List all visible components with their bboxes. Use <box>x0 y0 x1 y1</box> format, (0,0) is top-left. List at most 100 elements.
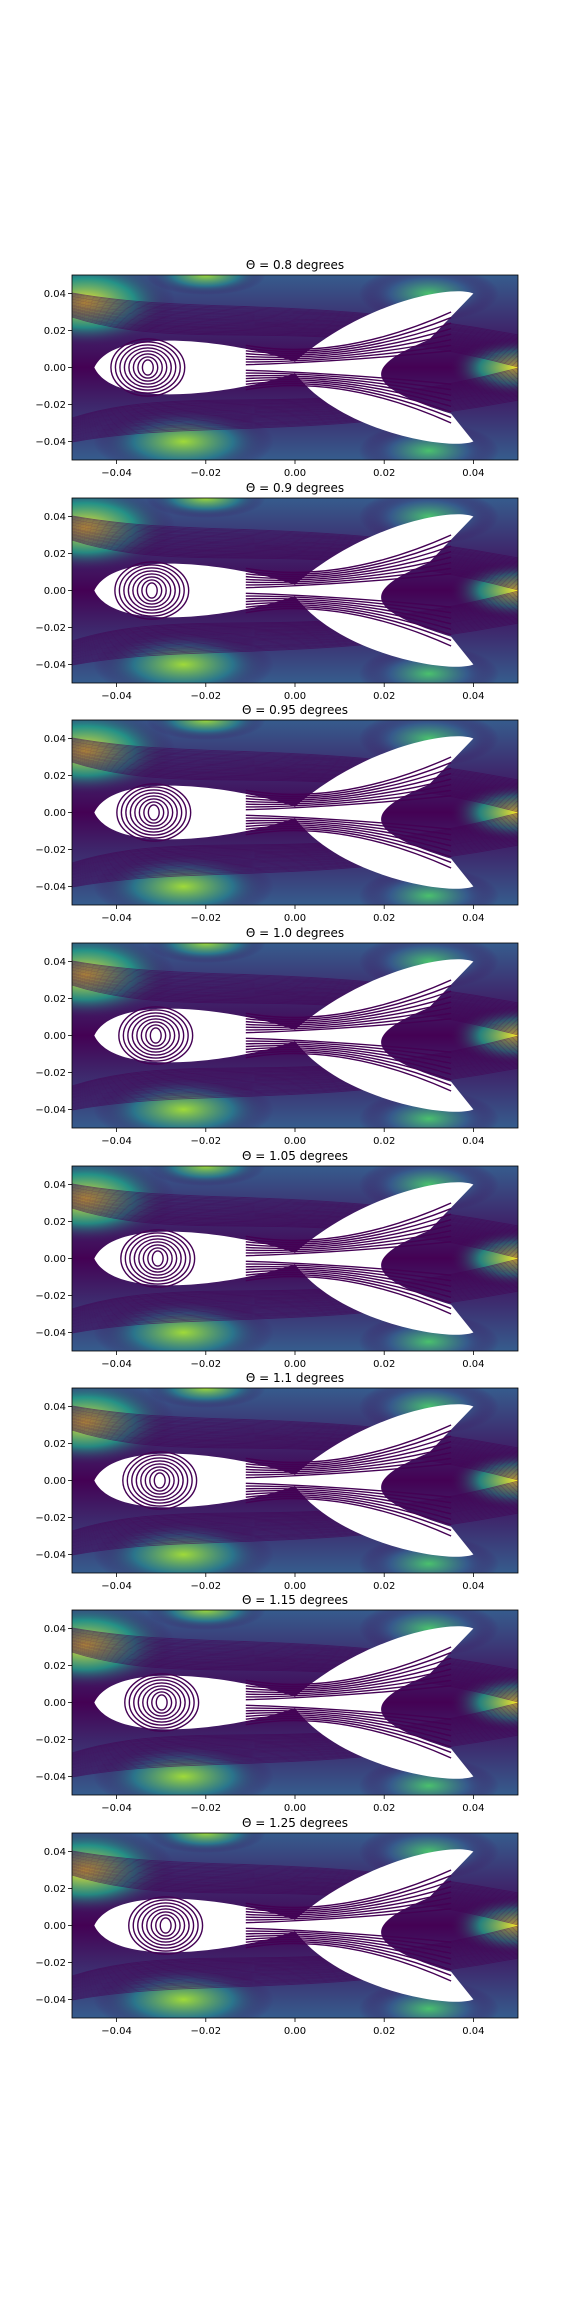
contour-arc <box>245 995 452 1024</box>
contour-loop <box>133 1238 182 1279</box>
contour-arc <box>245 1040 452 1059</box>
subplot-title: Θ = 1.05 degrees <box>242 1149 348 1163</box>
contour-line <box>72 1859 518 1905</box>
contour-arc <box>245 545 452 577</box>
x-tick-label: 0.02 <box>373 913 395 924</box>
contour-line <box>72 524 518 570</box>
contour-line <box>72 750 518 798</box>
contour-line <box>72 1191 518 1237</box>
contour-line <box>72 968 518 1014</box>
y-tick-label: 0.02 <box>44 1884 66 1895</box>
contour-arc <box>245 1646 452 1686</box>
saddle-shape <box>94 1849 474 2002</box>
contour-line <box>72 612 518 658</box>
contour-line <box>72 1207 518 1259</box>
subplot-title: Θ = 1.25 degrees <box>242 1816 348 1830</box>
saddle-shape <box>94 736 474 889</box>
x-tick-label: 0.00 <box>284 1803 306 1814</box>
contour-loop <box>132 353 163 382</box>
contour-arc <box>245 1273 452 1310</box>
contour-line <box>72 1725 518 1771</box>
contour-line <box>72 602 518 651</box>
contour-line <box>72 749 518 796</box>
contour-line <box>72 833 518 879</box>
y-tick-label: −0.04 <box>35 660 66 671</box>
x-tick-label: 0.04 <box>462 468 484 479</box>
contour-loop <box>149 1027 162 1044</box>
contour-line <box>72 1047 518 1096</box>
contour-line <box>72 1057 518 1103</box>
contour-arc <box>245 350 452 366</box>
contour-line <box>72 1196 518 1244</box>
contour-arc <box>245 1490 452 1515</box>
contour-line <box>72 1703 518 1755</box>
contour-line <box>72 816 518 867</box>
contour-arc <box>245 327 452 356</box>
y-tick-label: −0.02 <box>35 1958 66 1969</box>
contour-loop <box>140 1021 171 1050</box>
y-tick-label: −0.04 <box>35 1995 66 2006</box>
contour-line <box>72 821 518 871</box>
contour-line <box>72 1934 518 1984</box>
contour-arc <box>245 1213 452 1245</box>
contour-arc <box>245 1668 452 1693</box>
contour-line <box>72 1866 518 1916</box>
contour-loop <box>138 798 169 827</box>
contour-arc <box>245 1712 452 1737</box>
contour-loop <box>134 795 174 830</box>
contour-lines <box>72 737 518 888</box>
contour-arc <box>245 1047 452 1076</box>
contour-loop <box>129 1235 187 1282</box>
contour-line <box>72 1651 518 1703</box>
contour-arc <box>245 1714 452 1743</box>
contour-line <box>72 1489 518 1539</box>
contour-line <box>72 979 518 1030</box>
x-tick-label: 0.00 <box>284 913 306 924</box>
field-peak <box>145 1166 266 1186</box>
contour-line <box>72 1058 518 1104</box>
contour-line <box>72 1425 518 1476</box>
contour-loop <box>114 341 181 394</box>
y-tick-label: 0.02 <box>44 1439 66 1450</box>
contour-line <box>72 1639 518 1686</box>
saddle-shape <box>94 291 474 444</box>
contour-line <box>72 839 518 884</box>
contour-line <box>72 527 518 574</box>
contour-line <box>72 1202 518 1253</box>
contour-line <box>72 1268 518 1318</box>
contour-line <box>72 1418 518 1466</box>
contour-line <box>72 1493 518 1542</box>
contour-arc <box>245 990 452 1022</box>
saddle-region <box>94 1182 474 1335</box>
contour-line <box>72 529 518 578</box>
contour-arc <box>245 592 452 608</box>
contour-line <box>72 746 518 792</box>
contour-arc <box>245 1704 452 1720</box>
contour-arc <box>245 1012 452 1031</box>
contour-line <box>72 1707 518 1758</box>
contour-line <box>72 1426 518 1477</box>
x-tick-label: 0.02 <box>373 468 395 479</box>
contour-line <box>72 1712 518 1762</box>
contour-arc <box>245 607 452 647</box>
contour-loop <box>118 1006 194 1065</box>
contour-line <box>72 613 518 659</box>
contour-line <box>72 751 518 800</box>
x-tick-label: 0.04 <box>462 1581 484 1592</box>
x-tick-label: 0.00 <box>284 1136 306 1147</box>
contour-line <box>72 1648 518 1699</box>
contour-loop <box>159 1917 172 1934</box>
contour-loop <box>144 1466 175 1495</box>
contour-line <box>72 1048 518 1097</box>
contour-line <box>72 303 518 350</box>
contour-line <box>72 368 518 420</box>
contour-line <box>72 1501 518 1547</box>
contour-line <box>72 1413 518 1459</box>
contour-loop <box>126 1454 193 1507</box>
contour-line <box>72 1204 518 1255</box>
contour-loop <box>129 792 178 833</box>
contour-arc <box>245 1717 452 1754</box>
contour-loop <box>138 1241 178 1276</box>
contour-arc <box>245 1942 452 1982</box>
contour-line <box>72 835 518 881</box>
